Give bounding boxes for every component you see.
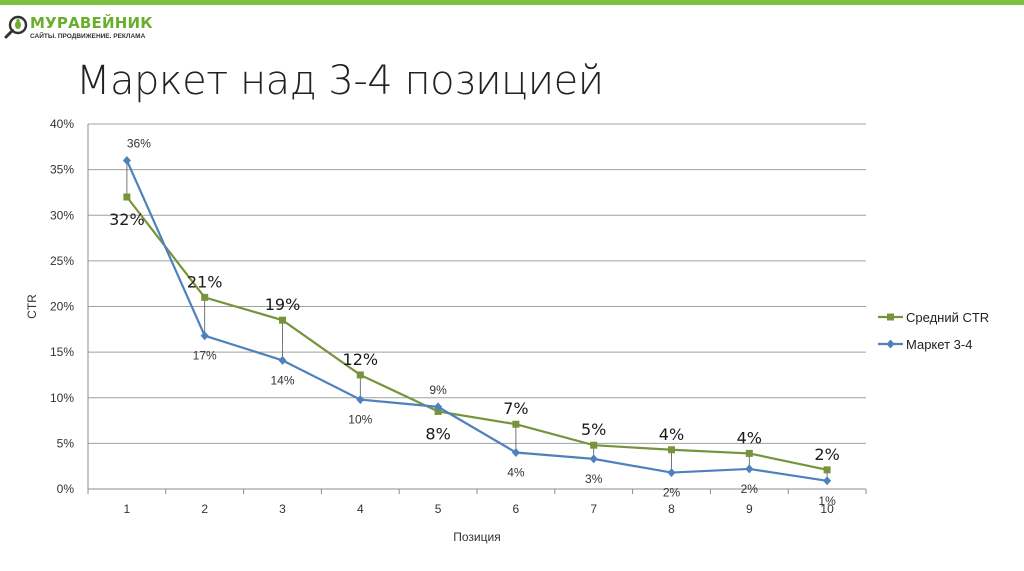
data-point <box>356 395 365 405</box>
data-point <box>589 454 598 464</box>
y-tick-label: 30% <box>50 208 74 222</box>
legend-marker <box>887 313 894 321</box>
data-point <box>200 331 209 341</box>
y-axis-title: CTR <box>25 294 39 319</box>
data-point <box>201 293 209 301</box>
series-lines <box>122 156 832 486</box>
y-tick-label: 40% <box>50 117 74 131</box>
data-label: 10% <box>348 413 372 427</box>
data-point <box>122 156 131 165</box>
data-point <box>823 476 832 486</box>
y-tick-label: 5% <box>57 436 75 450</box>
data-point <box>123 193 131 201</box>
series-line <box>126 196 828 471</box>
y-tick-label: 35% <box>50 163 74 177</box>
data-label: 9% <box>429 383 447 397</box>
slide-title: Маркет над 3-4 позицией <box>76 58 604 104</box>
series-line <box>125 160 828 482</box>
y-tick-label: 0% <box>57 482 75 496</box>
legend-label: Средний CTR <box>906 310 989 325</box>
data-point <box>356 371 364 379</box>
data-label: 21% <box>187 272 223 291</box>
data-label: 4% <box>659 425 684 444</box>
data-label: 36% <box>127 137 151 151</box>
data-label: 1% <box>818 494 836 508</box>
data-label: 5% <box>581 420 606 439</box>
data-label: 7% <box>503 399 528 418</box>
x-axis-title: Позиция <box>453 530 500 544</box>
data-label: 14% <box>270 373 294 387</box>
top-accent-bar <box>0 0 1024 5</box>
data-point <box>434 402 443 412</box>
data-label: 4% <box>507 466 525 480</box>
magnifier-ant-icon <box>4 15 28 39</box>
x-tick-label: 9 <box>746 502 753 516</box>
y-tick-label: 20% <box>50 300 74 314</box>
data-label: 17% <box>193 349 217 363</box>
data-point <box>511 448 520 457</box>
data-label: 2% <box>814 445 839 464</box>
x-tick-label: 2 <box>201 502 208 516</box>
data-label: 4% <box>737 428 762 447</box>
legend: Средний CTR Маркет 3-4 <box>878 310 989 352</box>
y-tick-label: 25% <box>50 254 74 268</box>
axes: 0% 5% 10% 15% 20% 25% 30% 35% 40% 1 2 3 4 5 6 7 8 9 10 <box>50 117 867 516</box>
x-tick-label: 5 <box>435 502 442 516</box>
brand-logo: МУРАВЕЙНИК САЙТЫ. ПРОДВИЖЕНИЕ. РЕКЛАМА <box>4 12 164 42</box>
data-point <box>279 316 286 324</box>
data-label: 12% <box>343 350 379 369</box>
brand-tagline: САЙТЫ. ПРОДВИЖЕНИЕ. РЕКЛАМА <box>30 33 146 40</box>
y-tick-label: 10% <box>50 391 74 405</box>
data-point <box>590 441 598 449</box>
gridlines <box>88 123 866 444</box>
data-label: 2% <box>663 486 681 500</box>
x-tick-label: 1 <box>124 502 131 516</box>
data-point <box>278 355 287 365</box>
x-tick-label: 7 <box>590 502 597 516</box>
data-label: 3% <box>585 472 603 486</box>
y-tick-label: 15% <box>50 345 74 359</box>
brand-name: МУРАВЕЙНИК <box>30 14 153 32</box>
data-point <box>668 446 675 454</box>
data-label: 19% <box>265 295 301 314</box>
x-tick-label: 4 <box>357 502 364 516</box>
data-label: 32% <box>109 210 145 229</box>
x-tick-label: 6 <box>513 502 520 516</box>
legend-label: Маркет 3-4 <box>906 337 972 352</box>
data-point <box>434 407 442 415</box>
data-label: 8% <box>425 424 450 443</box>
data-point <box>745 449 753 457</box>
data-labels: 32% 21% 19% 12% 8% 7% 5% 4% 4% 2% 36% 17% 14% 10% 9% 4%… <box>109 137 840 508</box>
x-tick-label: 10 <box>820 502 834 516</box>
data-point <box>667 468 676 478</box>
data-point <box>512 420 520 428</box>
data-point <box>823 466 831 474</box>
x-tick-label: 3 <box>279 502 286 516</box>
data-point <box>745 464 754 474</box>
data-label: 2% <box>741 482 759 496</box>
legend-marker <box>886 339 895 349</box>
x-tick-label: 8 <box>668 502 675 516</box>
